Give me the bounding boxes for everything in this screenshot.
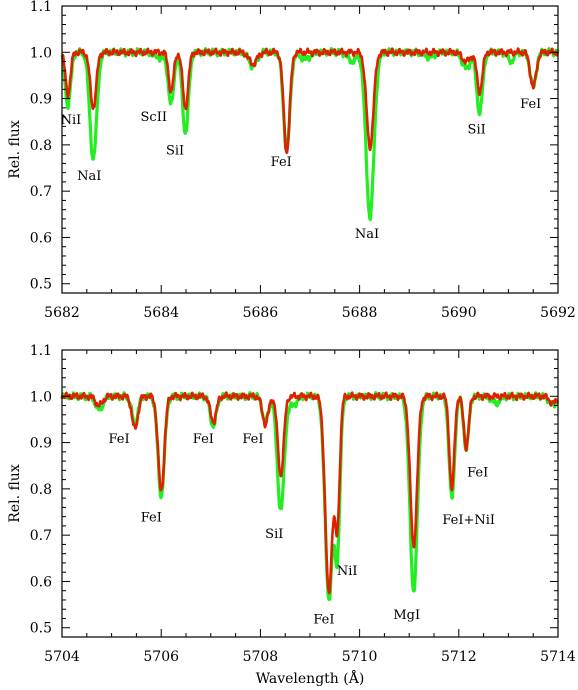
y-tick-label: 1.1 bbox=[30, 343, 52, 359]
x-tick-label: 5706 bbox=[143, 649, 179, 665]
y-tick-label: 0.9 bbox=[30, 92, 52, 108]
line-id-label: FeI bbox=[108, 432, 129, 447]
line-id-label: NiI bbox=[337, 564, 358, 579]
y-tick-label: 1.1 bbox=[30, 0, 52, 15]
line-id-label: FeI bbox=[193, 432, 214, 447]
spectrum-line-red bbox=[61, 47, 560, 155]
line-id-label: SiI bbox=[468, 123, 486, 138]
line-id-label: SiI bbox=[265, 527, 283, 542]
line-id-label: FeI bbox=[271, 155, 292, 170]
spectrum-line-red bbox=[60, 391, 559, 595]
y-axis-label: Rel. flux bbox=[7, 120, 23, 179]
x-tick-label: 5684 bbox=[143, 305, 179, 321]
y-tick-label: 0.9 bbox=[30, 436, 52, 452]
y-tick-label: 0.8 bbox=[30, 138, 52, 154]
y-tick-label: 0.5 bbox=[30, 277, 52, 293]
line-id-label: NaI bbox=[77, 169, 101, 184]
line-id-label: SiI bbox=[166, 144, 184, 159]
line-id-label: FeI bbox=[467, 465, 488, 480]
line-id-label: ScII bbox=[141, 110, 167, 125]
y-tick-label: 0.7 bbox=[30, 184, 52, 200]
x-tick-label: 5704 bbox=[44, 649, 80, 665]
y-tick-label: 1.0 bbox=[30, 389, 52, 405]
x-tick-label: 5688 bbox=[342, 305, 378, 321]
line-id-label: NiI bbox=[61, 113, 82, 128]
spectrum-line-green bbox=[60, 46, 560, 222]
line-id-label: FeI bbox=[242, 432, 263, 447]
bottom-spectrum-panel: 5704 5706 5708 5710 5712 5714 0.5 0.6 0.7 0.8 0.9 1… bbox=[7, 343, 576, 687]
line-id-label: NaI bbox=[355, 227, 379, 242]
x-tick-label: 5690 bbox=[441, 305, 477, 321]
x-axis-label: Wavelength (Å) bbox=[256, 669, 365, 687]
top-spectrum-panel: 5682 5684 5686 5688 5690 5692 0.5 0.6 0.7 0.8 0.9 1… bbox=[7, 0, 576, 321]
line-id-label: FeI bbox=[520, 97, 541, 112]
x-tick-label: 5682 bbox=[44, 305, 80, 321]
y-tick-label: 0.7 bbox=[30, 528, 52, 544]
x-tick-label: 5692 bbox=[540, 305, 576, 321]
y-axis-label: Rel. flux bbox=[7, 464, 23, 523]
line-id-label: MgI bbox=[393, 608, 420, 623]
y-tick-label: 0.8 bbox=[30, 482, 52, 498]
x-tick-label: 5708 bbox=[243, 649, 279, 665]
y-tick-label: 0.6 bbox=[30, 574, 52, 590]
line-id-label: FeI bbox=[141, 511, 162, 526]
line-id-label: FeI bbox=[313, 612, 334, 627]
y-tick-label: 0.5 bbox=[30, 621, 52, 637]
x-tick-label: 5686 bbox=[243, 305, 279, 321]
y-tick-label: 0.6 bbox=[30, 230, 52, 246]
line-id-label: FeI+NiI bbox=[442, 513, 495, 528]
y-tick-label: 1.0 bbox=[30, 45, 52, 61]
x-tick-label: 5712 bbox=[441, 649, 477, 665]
x-tick-label: 5710 bbox=[342, 649, 378, 665]
x-tick-label: 5714 bbox=[540, 649, 576, 665]
